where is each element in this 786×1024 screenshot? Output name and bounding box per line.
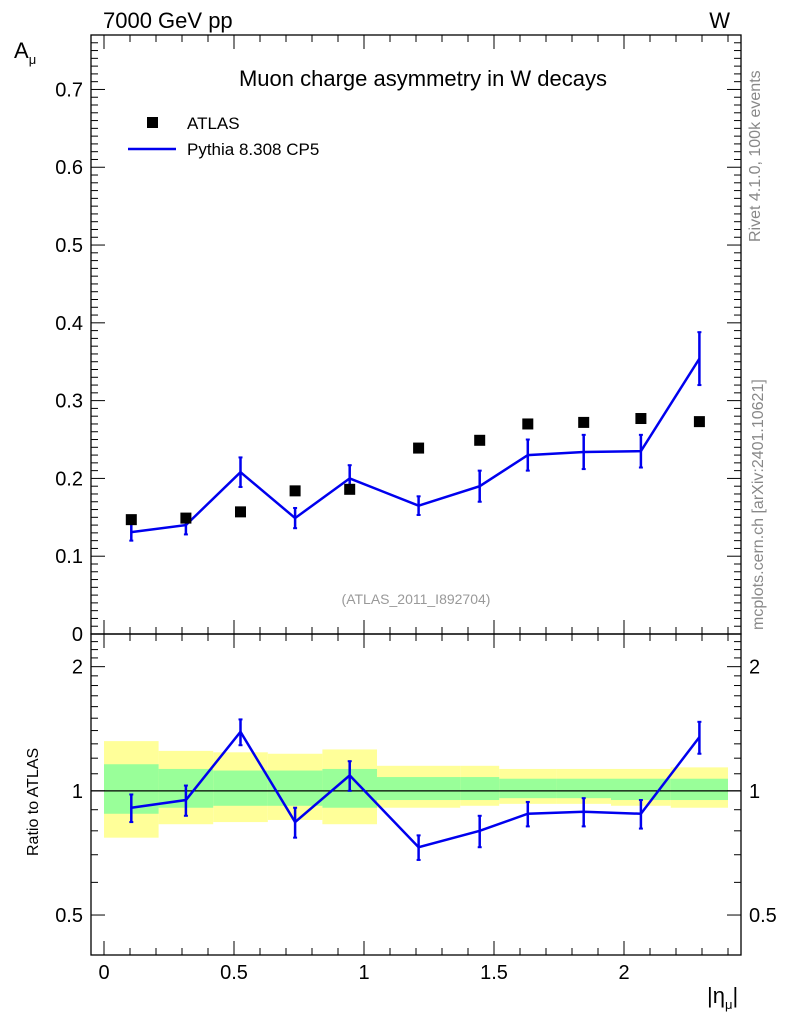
y-tick-label: 0.3	[55, 391, 83, 413]
y-tick-label: 0.4	[55, 313, 83, 335]
legend-mc-label: Pythia 8.308 CP5	[187, 140, 319, 159]
analysis-tag: (ATLAS_2011_I892704)	[342, 591, 491, 607]
y-tick-label: 0.5	[55, 235, 83, 257]
main-title: Muon charge asymmetry in W decays	[239, 66, 607, 91]
header-left: 7000 GeV pp	[103, 8, 233, 33]
data-point	[413, 442, 425, 454]
ratio-band-green	[670, 778, 728, 801]
data-point	[235, 506, 246, 518]
ratio-band-green	[213, 770, 268, 806]
data-point	[289, 485, 301, 497]
y-tick-label: 0.6	[55, 157, 83, 179]
y-axis-label-main: Aμ	[14, 38, 36, 67]
ratio-band-green	[499, 778, 557, 799]
data-point	[180, 512, 192, 524]
ratio-band-green	[611, 778, 671, 801]
rivet-label: Rivet 4.1.0, 100k events	[747, 70, 764, 242]
data-point	[578, 416, 590, 428]
ratio-y-tick-label-left: 2	[72, 657, 83, 679]
data-point	[474, 434, 486, 446]
y-tick-label: 0	[72, 624, 83, 646]
data-point	[522, 418, 534, 430]
ratio-band-green	[460, 777, 500, 801]
x-tick-label: 0.5	[220, 962, 248, 984]
ratio-y-tick-label-left: 0.5	[55, 905, 83, 927]
x-tick-label: 0	[98, 962, 109, 984]
x-axis-label: |ημ|	[707, 983, 738, 1012]
ratio-y-tick-label-left: 1	[72, 781, 83, 803]
legend: ATLAS Pythia 8.308 CP5	[128, 114, 319, 159]
main-panel: 0 0.1 0.2 0.3 0.4 0.5 0.6 0.7	[55, 34, 742, 646]
data-point	[693, 416, 705, 428]
ratio-y-tick-label-right: 2	[749, 657, 760, 679]
legend-data-marker	[147, 117, 158, 128]
data-point	[635, 413, 647, 425]
data-point	[344, 483, 356, 495]
ratio-panel: 0 0.5 1 1.5 2 0.5 0.5 1 1 2 2	[55, 633, 777, 984]
y-tick-label: 0.1	[55, 546, 83, 568]
y-tick-label: 0.7	[55, 79, 83, 101]
data-point	[125, 514, 137, 526]
legend-data-label: ATLAS	[187, 114, 240, 133]
x-tick-label: 1	[358, 962, 369, 984]
ratio-band-green	[556, 778, 611, 799]
y-tick-label: 0.2	[55, 468, 83, 490]
mcplots-label: mcplots.cern.ch [arXiv:2401.10621]	[750, 379, 767, 630]
ratio-band-green	[267, 770, 323, 806]
x-tick-label: 2	[618, 962, 629, 984]
ratio-band-green	[377, 777, 461, 801]
ratio-y-tick-label-right: 1	[749, 781, 760, 803]
y-axis-label-ratio: Ratio to ATLAS	[25, 748, 42, 856]
header-right: W	[709, 8, 730, 33]
x-tick-label: 1.5	[480, 962, 508, 984]
ratio-y-tick-label-right: 0.5	[749, 905, 777, 927]
